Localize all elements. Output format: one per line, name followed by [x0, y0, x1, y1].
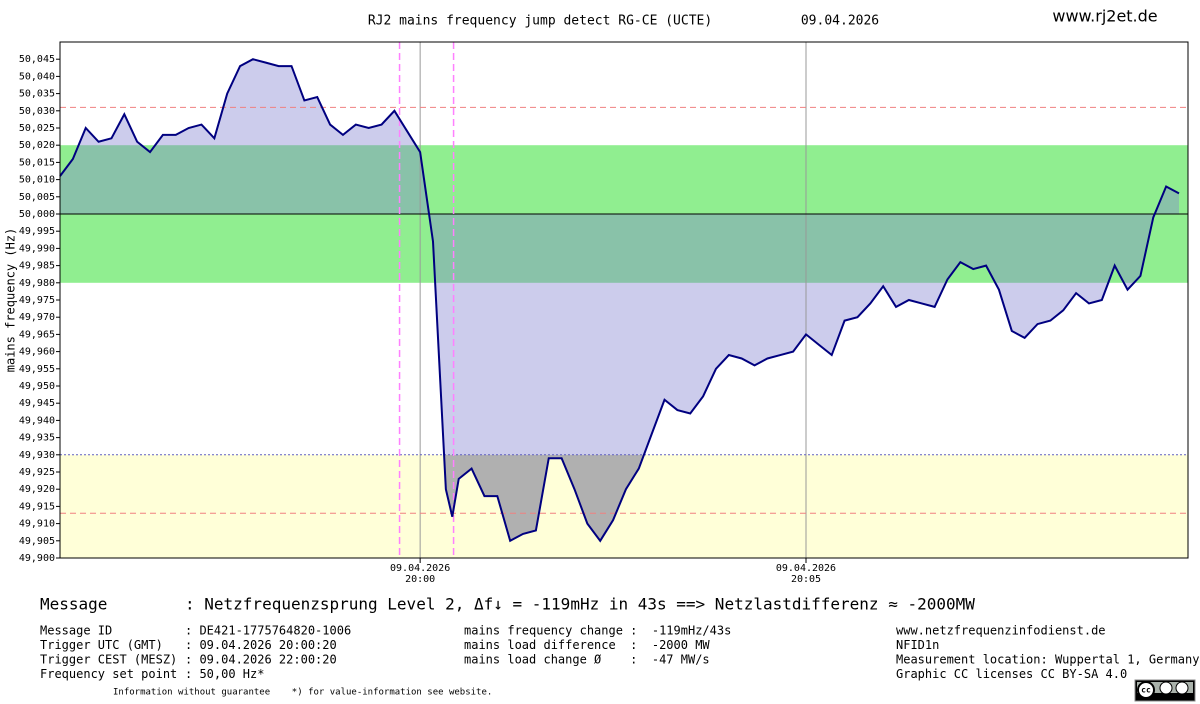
- detail-value: : 09.04.2026 20:00:20: [185, 638, 337, 652]
- y-tick-label: 49,940: [19, 415, 55, 426]
- x-tick-label: 20:00: [405, 574, 435, 585]
- x-tick-label: 09.04.2026: [776, 563, 836, 574]
- message-text: : Netzfrequenzsprung Level 2, Δf↓ = -119…: [185, 595, 975, 614]
- y-tick-label: 50,045: [19, 54, 55, 65]
- plot-frame: [59, 41, 1189, 559]
- y-tick-label: 49,970: [19, 312, 55, 323]
- y-axis-label: mains frequency (Hz): [4, 228, 18, 373]
- y-tick-label: 50,020: [19, 140, 55, 151]
- cc-badge: cc: [1134, 679, 1196, 702]
- line: [59, 58, 1180, 543]
- detail-middle: mains load difference : -2000 MW: [464, 638, 710, 652]
- footnote: Information without guarantee *) for val…: [113, 688, 492, 698]
- y-tick-label: 49,975: [19, 295, 55, 306]
- site-url: www.rj2et.de: [1052, 7, 1157, 26]
- detail-right: NFID1n: [896, 638, 939, 652]
- detail-value: : 50,00 Hz*: [185, 667, 264, 681]
- detail-label: Message ID: [40, 624, 112, 638]
- details: Message ID : DE421-1775764820-1006 Trigger…: [40, 624, 1199, 682]
- y-tick-label: 49,955: [19, 364, 55, 375]
- area-fill: [60, 59, 1179, 541]
- y-tick-label: 49,965: [19, 329, 55, 340]
- y-tick-label: 49,980: [19, 278, 55, 289]
- y-tick-label: 49,915: [19, 501, 55, 512]
- plot-area: 09.04.202620:0009.04.202620:0549,90049,9…: [19, 41, 1189, 585]
- y-tick-label: 50,025: [19, 123, 55, 134]
- y-tick-label: 50,000: [19, 209, 55, 220]
- y-tick-label: 49,900: [19, 553, 55, 564]
- y-tick-label: 50,035: [19, 89, 55, 100]
- y-tick-label: 49,990: [19, 243, 55, 254]
- detail-right: Measurement location: Wuppertal 1, Germa…: [896, 653, 1199, 667]
- detail-right: Graphic CC licenses CC BY-SA 4.0: [896, 667, 1127, 681]
- detail-label: Trigger UTC (GMT): [40, 638, 163, 652]
- detail-value: : 09.04.2026 22:00:20: [185, 653, 337, 667]
- y-tick-label: 49,985: [19, 261, 55, 272]
- detail-right: www.netzfrequenzinfodienst.de: [896, 624, 1106, 638]
- y-tick-label: 49,960: [19, 347, 55, 358]
- y-tick-label: 50,010: [19, 175, 55, 186]
- y-tick-label: 49,910: [19, 519, 55, 530]
- y-tick-label: 50,015: [19, 157, 55, 168]
- chart-date: 09.04.2026: [801, 14, 879, 29]
- y-tick-label: 49,950: [19, 381, 55, 392]
- detail-label: Frequency set point: [40, 667, 177, 681]
- chart-title: RJ2 mains frequency jump detect RG-CE (U…: [368, 14, 712, 29]
- y-tick-label: 49,995: [19, 226, 55, 237]
- y-tick-label: 49,935: [19, 433, 55, 444]
- y-tick-label: 49,925: [19, 467, 55, 478]
- x-tick-label: 09.04.2026: [390, 563, 450, 574]
- y-tick-label: 49,920: [19, 484, 55, 495]
- y-tick-label: 49,930: [19, 450, 55, 461]
- message-label: Message: [40, 595, 107, 614]
- y-tick-label: 50,030: [19, 106, 55, 117]
- x-tick-label: 20:05: [791, 574, 821, 585]
- detail-label: Trigger CEST (MESZ): [40, 653, 177, 667]
- y-tick-label: 49,945: [19, 398, 55, 409]
- low-area-fill: [444, 455, 644, 541]
- detail-value: : DE421-1775764820-1006: [185, 624, 351, 638]
- detail-middle: mains load change Ø : -47 MW/s: [464, 653, 710, 667]
- svg-text:cc: cc: [1141, 686, 1151, 695]
- y-tick-label: 50,040: [19, 71, 55, 82]
- y-tick-label: 49,905: [19, 536, 55, 547]
- detail-middle: mains frequency change : -119mHz/43s: [464, 624, 731, 638]
- y-tick-label: 50,005: [19, 192, 55, 203]
